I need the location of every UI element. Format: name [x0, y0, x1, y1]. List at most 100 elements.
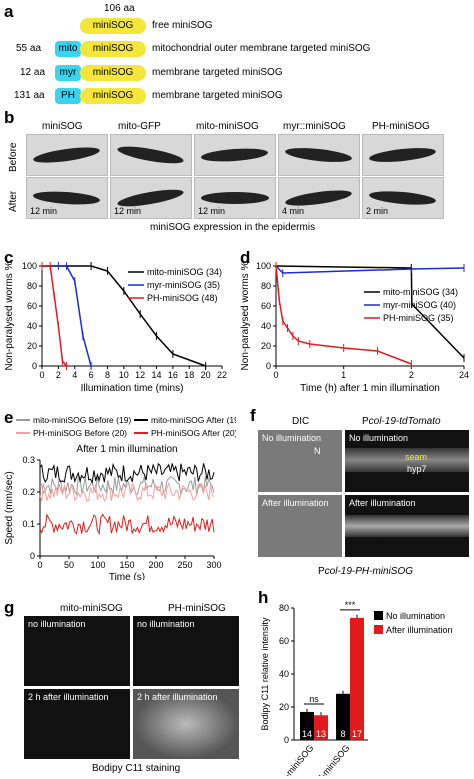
legend-label: PH-miniSOG (35)	[383, 313, 454, 323]
seam-label: seam	[405, 452, 428, 462]
sig-label: ns	[309, 694, 319, 704]
legend-label: myr-miniSOG (40)	[383, 300, 456, 310]
construct-desc: mitochondrial outer membrane targeted mi…	[152, 43, 371, 54]
speed-chart-e: mito-miniSOG Before (19) mito-miniSOG Aft…	[4, 415, 236, 580]
panel-h-label: h	[258, 588, 269, 607]
x-tick-label: 2	[409, 370, 414, 380]
bar	[314, 715, 328, 740]
nucleus-marker: N	[314, 446, 321, 456]
x-tick-label: 12	[135, 370, 145, 380]
x-tick-label: 200	[148, 560, 163, 570]
legend-label: No illumination	[386, 611, 445, 621]
y-tick-label: 20	[279, 702, 289, 712]
construct-desc: membrane targeted miniSOG	[152, 67, 283, 78]
worm-image	[26, 134, 108, 176]
time-label: 4 min	[282, 206, 305, 216]
series-line	[42, 265, 68, 367]
y-tick-label: 80	[261, 281, 271, 291]
y-tick-label: 0	[30, 551, 35, 561]
fluor-image: After illumination	[345, 495, 469, 557]
image-label: No illumination	[262, 433, 322, 443]
series-line	[275, 265, 465, 359]
minisog-domain: miniSOG	[80, 18, 146, 34]
x-axis-label: Time (s)	[109, 572, 145, 580]
legend-label: PH-miniSOG (48)	[147, 293, 218, 303]
x-tick-label: 10	[119, 370, 129, 380]
worm-image: 12 min	[110, 177, 192, 219]
n-label: 13	[316, 729, 326, 739]
paralysis-chart-d: 0 20 40 60 80 100 0 1 2 24 Time (h) after 1 min il…	[240, 261, 469, 394]
x-tick-label: 4	[72, 370, 77, 380]
panel-a-label: a	[4, 2, 14, 21]
sig-label: ***	[345, 600, 356, 610]
legend-label: PH-miniSOG After (20)	[151, 428, 236, 438]
legend-label: mito-miniSOG After (19)	[151, 415, 236, 425]
fluor-image: No illumination seam hyp7	[345, 430, 469, 492]
image-label: no illumination	[137, 619, 195, 629]
speed-trace	[39, 462, 215, 484]
y-tick-label: 0.1	[22, 519, 35, 529]
series-line	[42, 265, 206, 367]
x-tick-label: 50	[64, 560, 74, 570]
y-axis-label: Non-paralysed worms %	[4, 261, 15, 370]
minisog-domain: miniSOG	[80, 65, 146, 81]
series-line	[275, 265, 412, 365]
col-header: PH-miniSOG	[168, 603, 226, 614]
construct-desc: free miniSOG	[152, 20, 213, 31]
y-tick-label: 40	[279, 669, 289, 679]
image-label: After illumination	[262, 498, 329, 508]
y-tick-label: 0.3	[22, 455, 35, 465]
legend-swatch	[374, 611, 383, 620]
worm-image	[194, 134, 276, 176]
time-label: 12 min	[198, 206, 226, 216]
worm-image: 2 min	[362, 177, 444, 219]
bar	[336, 693, 350, 740]
col-header: miniSOG	[42, 121, 83, 132]
panel-e-label: e	[4, 408, 14, 427]
y-tick-label: 20	[27, 341, 37, 351]
x-tick-label: 6	[89, 370, 94, 380]
legend-label: PH-miniSOG Before (20)	[33, 428, 127, 438]
col-header-dic: DIC	[292, 416, 310, 427]
stain-image: 2 h after illumination	[24, 689, 130, 759]
x-tick-label: 14	[152, 370, 162, 380]
image-label: No illumination	[349, 433, 409, 443]
col-header: myr::miniSOG	[283, 121, 346, 132]
y-tick-label: 100	[256, 261, 271, 271]
worm-image	[362, 134, 444, 176]
col-header: mito-GFP	[118, 121, 161, 132]
x-tick-label: 24	[459, 370, 469, 380]
legend-label: mito-miniSOG Before (19)	[33, 415, 131, 425]
legend-label: myr-miniSOG (35)	[147, 280, 220, 290]
time-label: 12 min	[114, 206, 142, 216]
worm-image: 12 min	[26, 177, 108, 219]
time-label: 12 min	[30, 206, 58, 216]
x-tick-label: 0	[37, 560, 42, 570]
y-tick-label: 20	[261, 341, 271, 351]
y-tick-label: 0	[284, 735, 289, 745]
y-tick-label: 60	[261, 301, 271, 311]
size-label: 55 aa	[16, 43, 42, 54]
x-tick-label: 2	[56, 370, 61, 380]
mito-tag: mito	[55, 41, 81, 57]
myr-tag: myr	[55, 65, 81, 81]
col-header-fluor: Pcol-19-tdTomato	[362, 416, 441, 427]
size-label: 131 aa	[14, 90, 45, 101]
worm-image: 12 min	[194, 177, 276, 219]
hyp7-label: hyp7	[407, 464, 427, 474]
stain-image: no illumination	[24, 616, 130, 686]
x-tick-label: 100	[90, 560, 105, 570]
x-tick-label: 16	[168, 370, 178, 380]
panel-f-caption: Pcol-19-PH-miniSOG	[318, 566, 414, 577]
panel-b-label: b	[4, 108, 15, 127]
x-tick-label: 250	[177, 560, 192, 570]
panel-g-caption: Bodipy C11 staining	[92, 763, 181, 774]
y-axis-label: Bodipy C11 relative intensity	[260, 617, 270, 730]
stain-image: no illumination	[133, 616, 239, 686]
panel-c-label: c	[4, 248, 14, 267]
worm-image	[110, 134, 192, 176]
row-label-before: Before	[8, 142, 19, 172]
worm-image: 4 min	[278, 177, 360, 219]
intensity-bar-chart: 0 20 40 60 80 Bodipy C11 relative intensity 14…	[260, 600, 453, 776]
worm-image	[278, 134, 360, 176]
